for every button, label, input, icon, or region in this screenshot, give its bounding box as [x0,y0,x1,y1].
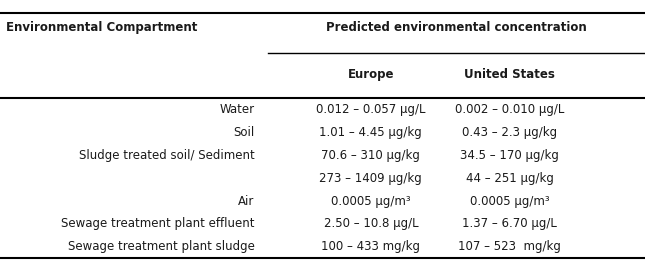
Text: 273 – 1409 μg/kg: 273 – 1409 μg/kg [319,172,422,185]
Text: Air: Air [239,194,255,207]
Text: United States: United States [464,68,555,81]
Text: Sewage treatment plant effluent: Sewage treatment plant effluent [61,217,255,230]
Text: 107 – 523  mg/kg: 107 – 523 mg/kg [458,240,561,253]
Text: Sludge treated soil/ Sediment: Sludge treated soil/ Sediment [79,149,255,162]
Text: Predicted environmental concentration: Predicted environmental concentration [326,22,587,34]
Text: 0.012 – 0.057 μg/L: 0.012 – 0.057 μg/L [316,103,426,116]
Text: Europe: Europe [348,68,394,81]
Text: 0.0005 μg/m³: 0.0005 μg/m³ [470,194,550,207]
Text: 70.6 – 310 μg/kg: 70.6 – 310 μg/kg [321,149,421,162]
Text: 1.01 – 4.45 μg/kg: 1.01 – 4.45 μg/kg [319,126,422,139]
Text: 0.0005 μg/m³: 0.0005 μg/m³ [331,194,411,207]
Text: 0.43 – 2.3 μg/kg: 0.43 – 2.3 μg/kg [462,126,557,139]
Text: Sewage treatment plant sludge: Sewage treatment plant sludge [68,240,255,253]
Text: Soil: Soil [233,126,255,139]
Text: 0.002 – 0.010 μg/L: 0.002 – 0.010 μg/L [455,103,564,116]
Text: Environmental Compartment: Environmental Compartment [6,22,198,34]
Text: Water: Water [220,103,255,116]
Text: 100 – 433 mg/kg: 100 – 433 mg/kg [321,240,421,253]
Text: 34.5 – 170 μg/kg: 34.5 – 170 μg/kg [460,149,559,162]
Text: 2.50 – 10.8 μg/L: 2.50 – 10.8 μg/L [324,217,418,230]
Text: 44 – 251 μg/kg: 44 – 251 μg/kg [466,172,553,185]
Text: 1.37 – 6.70 μg/L: 1.37 – 6.70 μg/L [462,217,557,230]
